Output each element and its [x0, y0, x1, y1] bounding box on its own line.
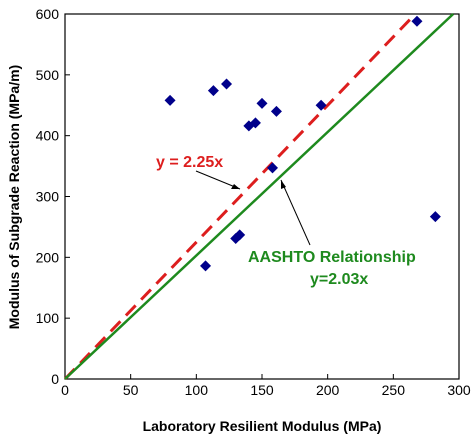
data-point-8 [256, 97, 268, 109]
x-tick-label-0: 0 [61, 382, 69, 398]
data-point-11 [315, 99, 327, 111]
data-point-2 [207, 85, 219, 97]
data-point-3 [221, 78, 233, 90]
y-tick-label-6: 600 [36, 6, 60, 22]
y-tick-label-3: 300 [36, 189, 60, 205]
data-point-13 [429, 211, 441, 223]
y-axis-label: Modulus of Subgrade Reaction (MPa/m) [6, 65, 22, 329]
aashto-arrow [280, 179, 311, 246]
x-tick-label-3: 150 [250, 382, 274, 398]
y-axis: 0 100 200 300 400 500 600 [36, 6, 70, 387]
x-tick-label-5: 250 [382, 382, 406, 398]
y-tick-label-4: 400 [36, 128, 60, 144]
x-tick-label-1: 50 [123, 382, 139, 398]
data-point-10 [270, 105, 282, 117]
y-tick-label-1: 100 [36, 310, 60, 326]
x-tick-label-4: 200 [316, 382, 340, 398]
fit-arrow [195, 170, 241, 190]
y-tick-label-2: 200 [36, 249, 60, 265]
x-tick-label-6: 300 [447, 382, 471, 398]
x-axis-label: Laboratory Resilient Modulus (MPa) [143, 418, 382, 434]
fit-equation-label: y = 2.25x [156, 154, 223, 171]
fit-line [63, 12, 417, 381]
fit-arrow-head [231, 184, 240, 189]
y-tick-label-0: 0 [51, 371, 59, 387]
relationship-lines [63, 12, 455, 381]
x-axis: 0 50 100 150 200 250 300 [61, 374, 471, 398]
y-tick-label-5: 500 [36, 67, 60, 83]
data-point-7 [249, 117, 261, 129]
data-point-5 [234, 229, 246, 241]
aashto-relationship-label: AASHTO Relationship [248, 249, 416, 266]
x-tick-label-2: 100 [185, 382, 209, 398]
aashto-line [64, 13, 455, 380]
aashto-arrow-head [281, 180, 286, 189]
data-point-0 [164, 94, 176, 106]
data-points [164, 15, 441, 272]
data-point-12 [411, 15, 423, 27]
data-point-9 [267, 162, 279, 174]
data-point-1 [200, 260, 212, 272]
aashto-equation-label: y=2.03x [310, 271, 368, 288]
